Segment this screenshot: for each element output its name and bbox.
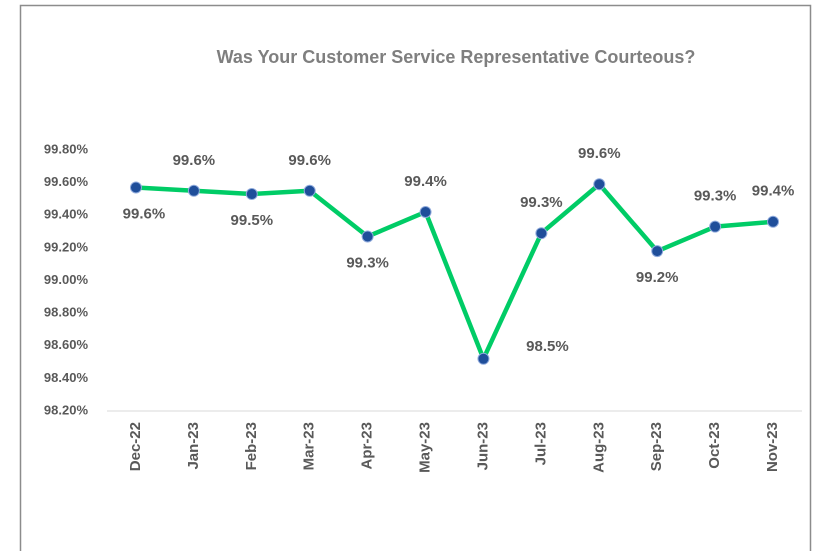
data-label: 99.6% <box>173 152 216 169</box>
marker <box>303 184 316 197</box>
marker <box>361 230 374 243</box>
chart-title: Was Your Customer Service Representative… <box>217 47 696 67</box>
marker <box>245 188 258 201</box>
marker <box>709 220 722 233</box>
x-tick-label: Sep-23 <box>648 422 665 471</box>
y-tick-label: 98.20% <box>44 402 89 417</box>
data-label: 99.4% <box>404 173 447 190</box>
data-label: 99.5% <box>231 212 274 229</box>
line <box>135 182 774 362</box>
data-label: 99.3% <box>520 194 563 211</box>
x-tick-label: Nov-23 <box>764 422 781 472</box>
marker <box>767 215 780 228</box>
y-tick-label: 99.80% <box>44 141 89 156</box>
marker <box>651 245 664 258</box>
marker <box>477 352 490 365</box>
y-tick-label: 99.00% <box>44 272 89 287</box>
marker <box>187 184 200 197</box>
data-label: 99.6% <box>578 145 621 162</box>
x-tick-label: Jan-23 <box>185 422 202 470</box>
data-label: 99.2% <box>636 269 679 286</box>
x-tick-label: Mar-23 <box>301 422 318 470</box>
y-tick-label: 98.80% <box>44 305 89 320</box>
marker <box>593 178 606 191</box>
x-tick-label: Dec-22 <box>127 422 144 471</box>
x-tick-label: Oct-23 <box>706 422 723 469</box>
marker <box>129 181 142 194</box>
data-label: 99.6% <box>123 205 166 222</box>
x-tick-label: Apr-23 <box>359 422 376 470</box>
y-tick-label: 98.40% <box>44 370 89 385</box>
x-tick-label: Jun-23 <box>474 422 491 470</box>
data-label: 99.3% <box>346 254 389 271</box>
marker <box>535 227 548 240</box>
chart-frame <box>19 4 812 551</box>
data-label: 99.3% <box>694 188 737 205</box>
y-tick-label: 99.40% <box>44 207 89 222</box>
marker <box>419 205 432 218</box>
y-tick-label: 99.60% <box>44 174 89 189</box>
x-tick-label: Jul-23 <box>532 422 549 465</box>
data-label: 99.4% <box>752 183 795 200</box>
x-tick-label: Feb-23 <box>243 422 260 470</box>
data-label: 99.6% <box>288 152 331 169</box>
x-tick-label: Aug-23 <box>590 422 607 473</box>
data-label: 98.5% <box>526 338 569 355</box>
y-tick-label: 99.20% <box>44 239 89 254</box>
y-tick-label: 98.60% <box>44 337 89 352</box>
x-tick-label: May-23 <box>417 422 434 473</box>
